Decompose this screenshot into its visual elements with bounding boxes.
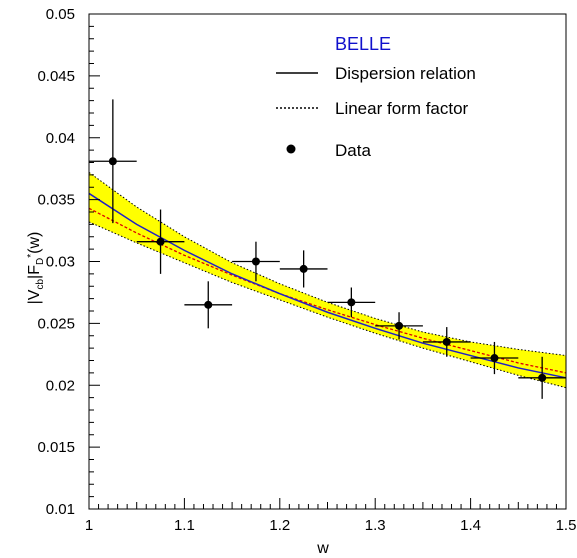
y-tick-label: 0.05	[46, 6, 75, 23]
data-marker	[204, 300, 213, 309]
y-axis-title: |Vcb|FD*(w)	[26, 232, 46, 305]
data-layer	[89, 99, 566, 399]
y-tick-label: 0.04	[46, 130, 75, 147]
data-marker	[395, 321, 404, 330]
data-point-0	[89, 99, 137, 224]
data-point-1	[136, 209, 185, 274]
data-point-2	[184, 281, 233, 329]
legend-title: BELLE	[335, 34, 391, 54]
y-tick-label: 0.035	[37, 192, 75, 209]
y-tick-label: 0.03	[46, 254, 75, 271]
data-marker	[347, 298, 356, 307]
error-band-upper-edge	[88, 171, 567, 357]
x-tick-label: 1.2	[269, 517, 290, 534]
data-marker	[108, 157, 117, 166]
x-tick-label: 1.4	[460, 517, 481, 534]
data-marker	[538, 373, 547, 382]
data-marker	[442, 337, 451, 346]
data-point-8	[470, 341, 519, 375]
y-tick-label: 0.045	[37, 68, 75, 85]
legend-swatch-data	[286, 144, 296, 154]
data-marker	[156, 237, 165, 246]
y-tick-label: 0.025	[37, 315, 75, 332]
error-band	[89, 172, 566, 388]
data-marker	[251, 257, 260, 266]
legend: BELLE Dispersion relation Linear form fa…	[276, 34, 476, 160]
x-axis-title: w	[316, 540, 329, 557]
data-point-4	[279, 250, 328, 288]
legend-label-linear: Linear form factor	[335, 99, 469, 118]
data-marker	[490, 354, 499, 363]
legend-label-data: Data	[335, 141, 371, 160]
data-point-7	[422, 327, 471, 357]
data-point-3	[232, 241, 280, 282]
y-tick-label: 0.01	[46, 501, 75, 518]
legend-label-dispersion: Dispersion relation	[335, 64, 476, 83]
x-tick-label: 1	[85, 517, 93, 534]
data-point-6	[375, 312, 423, 340]
tick-layer: 1 1.1 1.2 1.3 1.4 1.5 0.01 0.015 0.02 0.025 0.03 0.…	[37, 6, 576, 534]
data-marker	[299, 264, 308, 273]
y-tick-label: 0.015	[37, 439, 75, 456]
data-point-5	[327, 287, 376, 318]
x-tick-label: 1.1	[174, 517, 195, 534]
y-tick-label: 0.02	[46, 377, 75, 394]
x-tick-label: 1.5	[556, 517, 577, 534]
data-point-9	[518, 356, 566, 399]
x-tick-label: 1.3	[365, 517, 386, 534]
error-band-layer	[88, 171, 567, 389]
error-band-lower-edge	[88, 221, 567, 389]
